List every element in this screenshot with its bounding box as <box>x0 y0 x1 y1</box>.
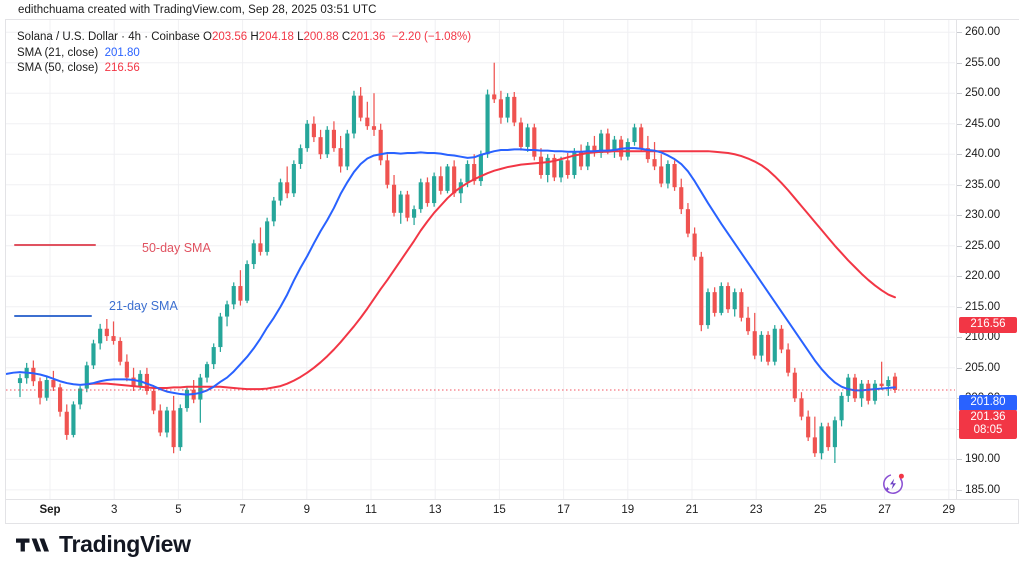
price-axis-label: 230.00 <box>965 209 1001 222</box>
price-axis[interactable]: 260.00 255.00 250.00 245.00 240.00 235.00 230.… <box>956 20 1019 499</box>
last-price-badge[interactable]: 201.36 08:05 <box>959 410 1017 439</box>
price-axis-label: 185.00 <box>965 483 1001 496</box>
sma50-price-badge-value: 216.56 <box>970 318 1006 330</box>
time-axis-label: 21 <box>685 504 699 516</box>
price-axis-label: 220.00 <box>965 270 1001 283</box>
time-axis-label: 7 <box>239 504 246 516</box>
price-axis-label: 250.00 <box>965 87 1001 100</box>
last-price-badge-time: 08:05 <box>973 424 1003 436</box>
price-axis-dash <box>957 32 962 34</box>
price-axis-label: 190.00 <box>965 453 1001 466</box>
price-axis-dash <box>957 306 962 308</box>
price-axis-label: 245.00 <box>965 117 1001 130</box>
price-axis-dash <box>957 367 962 369</box>
price-axis-dash <box>957 276 962 278</box>
price-axis-dash <box>957 62 962 64</box>
price-axis-label: 205.00 <box>965 361 1001 374</box>
price-axis-dash <box>957 123 962 125</box>
price-axis-dash <box>957 154 962 156</box>
tradingview-logo-text: TradingView <box>59 531 191 557</box>
time-axis-label: 13 <box>428 504 442 516</box>
time-axis-label: 23 <box>749 504 763 516</box>
sma21-price-badge[interactable]: 201.80 <box>959 395 1017 411</box>
price-axis-dash <box>957 337 962 339</box>
tradingview-logo[interactable]: TradingView <box>16 531 191 558</box>
time-axis-label: 17 <box>557 504 570 516</box>
time-axis-label: 25 <box>813 504 827 516</box>
ai-sparkle-icon[interactable] <box>881 470 907 496</box>
time-axis-label: 27 <box>878 504 891 516</box>
tradingview-mark-icon <box>16 538 49 551</box>
sma50-annotation-line <box>14 244 96 246</box>
sma21-price-badge-value: 201.80 <box>970 396 1006 408</box>
price-axis-label: 260.00 <box>965 26 1001 39</box>
time-axis-label: 5 <box>175 504 182 516</box>
price-axis-dash <box>957 184 962 186</box>
time-axis-label: 15 <box>492 504 506 516</box>
price-axis-dash <box>957 245 962 247</box>
price-axis-label: 255.00 <box>965 56 1001 69</box>
price-axis-label: 210.00 <box>965 331 1001 344</box>
price-axis-dash <box>957 459 962 461</box>
price-axis-dash <box>957 215 962 217</box>
sma21-annotation-line <box>14 315 92 317</box>
price-axis-label: 235.00 <box>965 178 1001 191</box>
price-axis-dash <box>957 93 962 95</box>
candlestick-svg <box>6 20 955 499</box>
time-axis-label: 9 <box>303 504 310 516</box>
chart-plot-area[interactable] <box>6 20 955 499</box>
time-axis-label: Sep <box>39 504 61 516</box>
time-axis-label: 3 <box>110 504 118 516</box>
sma50-price-badge[interactable]: 216.56 <box>959 317 1017 333</box>
price-axis-label: 215.00 <box>965 300 1001 313</box>
price-axis-label: 225.00 <box>965 239 1001 252</box>
time-axis-label: 29 <box>942 504 956 516</box>
price-axis-dash <box>957 489 962 491</box>
time-axis-label: 19 <box>621 504 635 516</box>
chart-frame: Solana / U.S. Dollar · 4h · Coinbase O20… <box>5 19 1019 500</box>
time-axis-label: 11 <box>365 504 377 516</box>
attribution-text: edithchuama created with TradingView.com… <box>18 4 377 16</box>
last-price-badge-value: 201.36 <box>970 411 1006 423</box>
price-axis-label: 240.00 <box>965 148 1001 161</box>
time-axis[interactable]: Sep 3 5 7 9 11 13 15 17 19 21 23 25 27 29 <box>5 500 1019 524</box>
